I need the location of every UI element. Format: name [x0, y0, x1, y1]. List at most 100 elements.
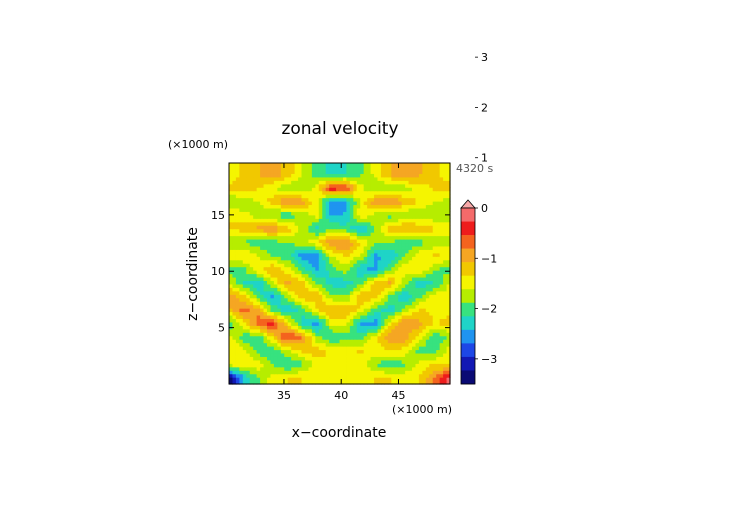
contour-cell [232, 266, 237, 271]
contour-cell [232, 221, 237, 226]
contour-cell [253, 321, 258, 326]
contour-cell [367, 259, 372, 264]
contour-cell [342, 173, 347, 178]
contour-cell [384, 169, 389, 174]
contour-cell [432, 225, 437, 230]
contour-cell [263, 242, 268, 247]
contour-cell [235, 325, 240, 330]
contour-cell [336, 242, 341, 247]
contour-cell [332, 346, 337, 351]
contour-cell [332, 252, 337, 257]
contour-cell [322, 166, 327, 171]
contour-cell [394, 235, 399, 240]
contour-cell [353, 211, 358, 216]
colorbar-tick-label: 0 [481, 202, 488, 215]
contour-cell [304, 252, 310, 257]
contour-cell [422, 308, 427, 313]
contour-cell [422, 218, 427, 223]
contour-cell [405, 325, 410, 330]
contour-cell [294, 232, 299, 237]
contour-cell [356, 332, 361, 337]
contour-cell [356, 173, 361, 178]
contour-cell [363, 346, 368, 351]
contour-cell [405, 304, 410, 309]
contour-cell [418, 359, 423, 364]
contour-cell [284, 218, 289, 223]
contour-cell [242, 373, 247, 378]
contour-cell [408, 242, 413, 247]
contour-cell [246, 321, 251, 326]
contour-cell [315, 349, 320, 354]
contour-cell [443, 339, 448, 344]
contour-cell [405, 297, 410, 302]
contour-cell [439, 280, 444, 285]
contour-cell [360, 187, 365, 192]
contour-cell [318, 214, 323, 219]
contour-cell [342, 163, 347, 168]
contour-cell [429, 377, 434, 382]
contour-cell [318, 352, 323, 357]
contour-cell [380, 304, 385, 309]
contour-cell [249, 166, 254, 171]
contour-cell [412, 356, 417, 361]
contour-cell [432, 249, 437, 254]
contour-cell [256, 335, 261, 340]
contour-cell [384, 325, 389, 330]
contour-cell [384, 370, 389, 375]
contour-cell [242, 245, 247, 250]
contour-cell [377, 204, 382, 209]
contour-cell [315, 370, 320, 375]
contour-cell [401, 359, 406, 364]
contour-cell [429, 187, 434, 192]
contour-cell [443, 370, 448, 375]
contour-cell [318, 356, 323, 361]
contour-cell [436, 194, 441, 199]
contour-cell [273, 314, 278, 319]
contour-cell [273, 339, 278, 344]
contour-cell [443, 270, 448, 275]
contour-cell [229, 349, 234, 354]
contour-cell [322, 363, 327, 368]
contour-cell [270, 225, 275, 230]
contour-cell [346, 190, 351, 195]
contour-cell [308, 332, 313, 337]
contour-cell [315, 270, 320, 275]
contour-cell [336, 249, 341, 254]
contour-cell [301, 297, 306, 302]
contour-cell [391, 287, 396, 292]
contour-cell [280, 290, 285, 295]
contour-cell [311, 169, 316, 174]
contour-cell [339, 311, 344, 316]
contour-cell [356, 283, 361, 288]
contour-cell [394, 314, 399, 319]
contour-cell [394, 339, 399, 344]
contour-cell [339, 325, 344, 330]
contour-cell [273, 297, 278, 302]
contour-cell [291, 359, 296, 364]
contour-cell [263, 200, 268, 206]
contour-cell [270, 169, 275, 174]
contour-cell [298, 200, 303, 206]
contour-cell [246, 238, 251, 244]
contour-cell [418, 335, 423, 340]
contour-cell [336, 356, 341, 361]
contour-cell [246, 252, 251, 257]
contour-cell [266, 339, 272, 344]
contour-cell [304, 311, 310, 316]
contour-cell [443, 373, 448, 378]
contour-cell [318, 228, 323, 233]
contour-cell [322, 218, 327, 223]
contour-cell [332, 332, 337, 337]
contour-cell [242, 363, 247, 368]
contour-cell [349, 238, 354, 244]
contour-cell [408, 176, 413, 181]
contour-cell [425, 283, 430, 288]
contour-cell [291, 225, 296, 230]
contour-cell [232, 197, 237, 202]
contour-cell [336, 235, 341, 240]
contour-cell [387, 294, 392, 299]
contour-cell [304, 163, 310, 168]
contour-cell [339, 332, 344, 337]
contour-cell [360, 328, 365, 333]
contour-cell [360, 373, 365, 378]
